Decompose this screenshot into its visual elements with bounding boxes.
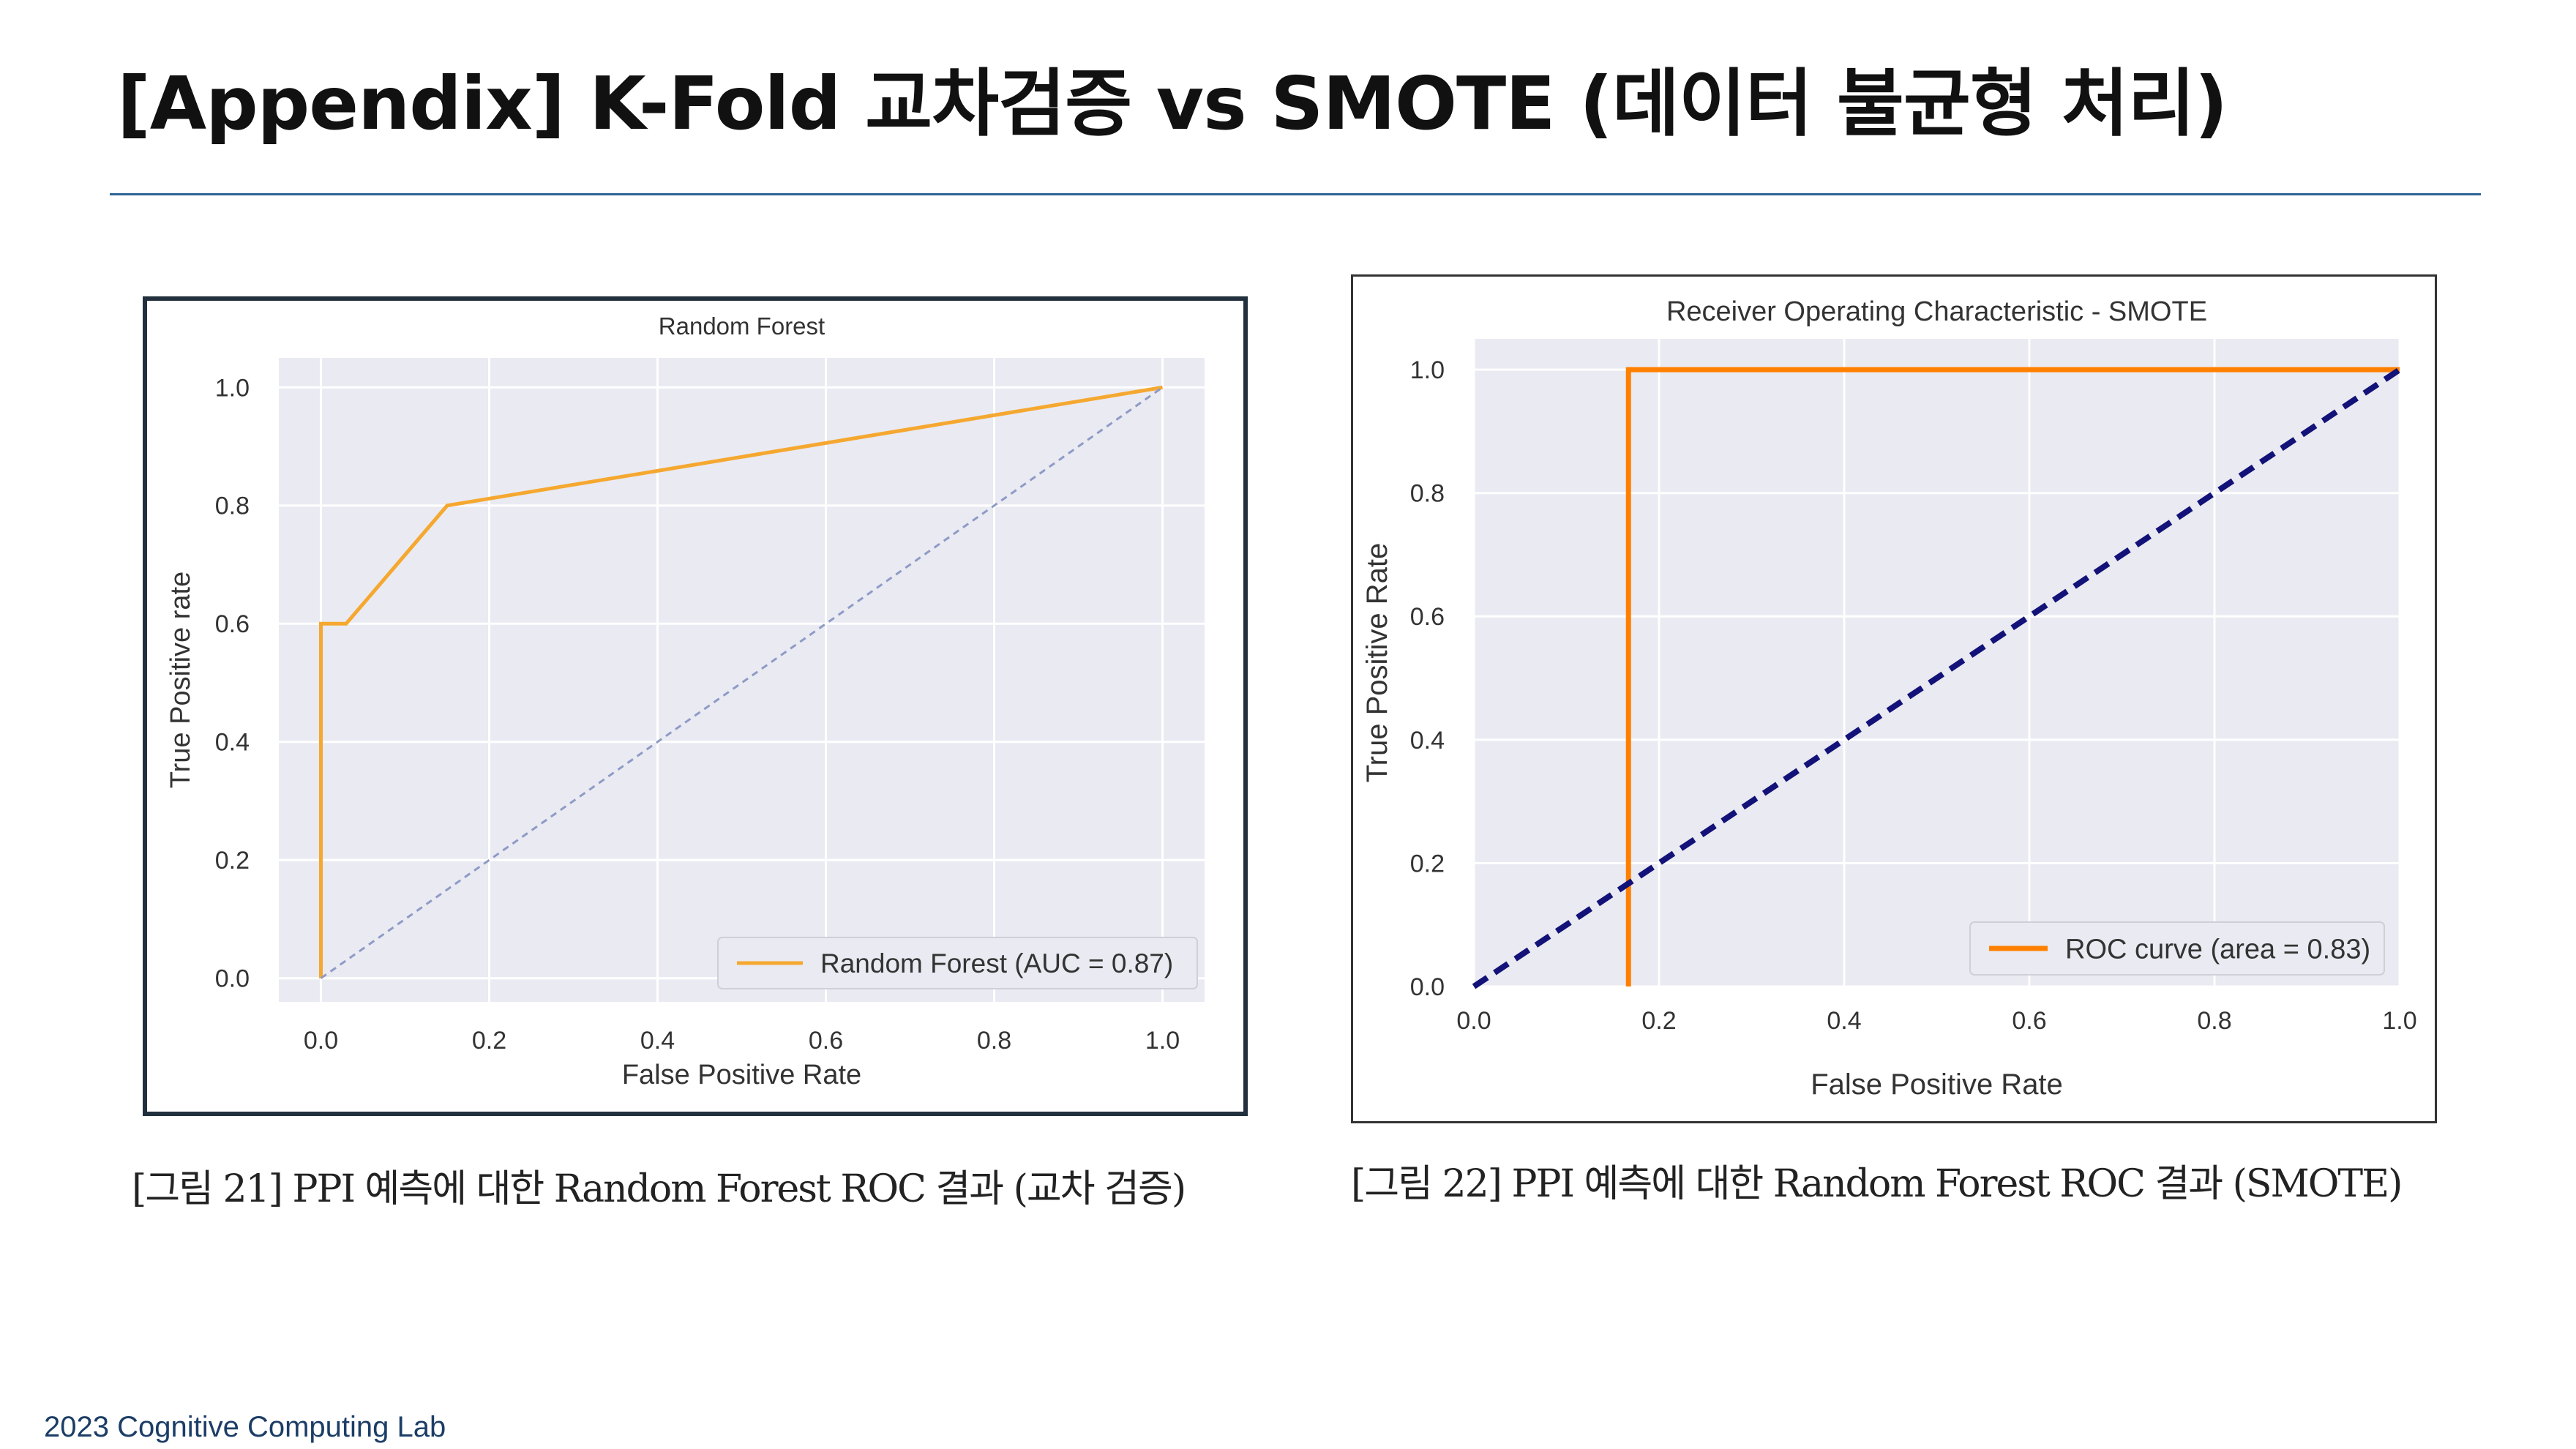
y-tick-label: 1.0 [215,374,250,402]
x-axis-label: False Positive Rate [622,1060,861,1090]
y-tick-label: 0.8 [1410,480,1445,508]
roc-figure-smote: 0.0 0.2 0.4 0.6 0.8 1.0 0.0 0.2 0.4 0.6 0.8 1.0 Rece… [1351,274,2437,1123]
x-tick-label: 0.6 [809,1027,843,1055]
y-axis-label: True Positive Rate [1361,543,1393,783]
x-tick-label: 0.6 [2012,1007,2046,1035]
x-tick-label: 0.4 [640,1027,675,1055]
chart-title: Random Forest [659,312,825,340]
y-tick-label: 0.2 [215,847,250,875]
legend-box [1969,921,2385,976]
y-tick-label: 0.6 [215,610,250,638]
title-divider [110,193,2481,195]
plot-area [279,358,1205,1002]
figure-caption-21: [그림 21] PPI 예측에 대한 Random Forest ROC 결과 … [132,1167,1186,1211]
x-axis-label: False Positive Rate [1811,1068,2063,1101]
y-tick-label: 0.8 [215,493,250,520]
x-tick-label: 0.4 [1827,1007,1861,1035]
plot-area [1474,339,2400,986]
y-tick-label: 0.6 [1410,603,1445,631]
x-tick-label: 0.0 [1456,1007,1491,1035]
roc-figure-cross-validation: 0.0 0.2 0.4 0.6 0.8 1.0 0.0 0.2 0.4 0.6 0.8 1.0 Rand… [143,296,1248,1116]
chance-diagonal-line [1472,367,2402,989]
y-tick-label: 1.0 [1410,356,1445,384]
footer-lab-name: 2023 Cognitive Computing Lab [44,1411,446,1443]
chance-diagonal-line [320,386,1164,979]
y-axis-label: True Positive rate [165,572,196,788]
y-tick-label: 0.4 [215,729,250,757]
roc-chart-random-forest: 0.0 0.2 0.4 0.6 0.8 1.0 0.0 0.2 0.4 0.6 0.8 1.0 Rand… [165,312,1205,1090]
roc-curve-line [319,385,1163,978]
x-tick-label: 0.8 [2197,1007,2231,1035]
legend-label: ROC curve (area = 0.83) [2065,934,2370,965]
x-tick-label: 1.0 [1145,1027,1180,1055]
x-tick-label: 0.8 [977,1027,1011,1055]
figure-caption-22: [그림 22] PPI 예측에 대한 Random Forest ROC 결과 … [1351,1162,2403,1206]
x-tick-label: 0.2 [472,1027,506,1055]
y-tick-label: 0.0 [215,965,250,993]
y-tick-label: 0.2 [1410,850,1445,877]
x-tick-label: 1.0 [2382,1007,2416,1035]
x-tick-label: 0.2 [1641,1007,1676,1035]
y-tick-label: 0.4 [1410,727,1445,755]
slide-title: [Appendix] K-Fold 교차검증 vs SMOTE (데이터 불균형… [117,61,2228,146]
legend-label: Random Forest (AUC = 0.87) [820,948,1173,978]
legend-box [717,937,1198,989]
x-tick-label: 0.0 [304,1027,338,1055]
roc-curve-line [1625,367,2400,986]
roc-chart-smote: 0.0 0.2 0.4 0.6 0.8 1.0 0.0 0.2 0.4 0.6 0.8 1.0 Rece… [1361,296,2417,1101]
y-tick-label: 0.0 [1410,973,1445,1001]
chart-title: Receiver Operating Characteristic - SMOT… [1666,296,2207,327]
